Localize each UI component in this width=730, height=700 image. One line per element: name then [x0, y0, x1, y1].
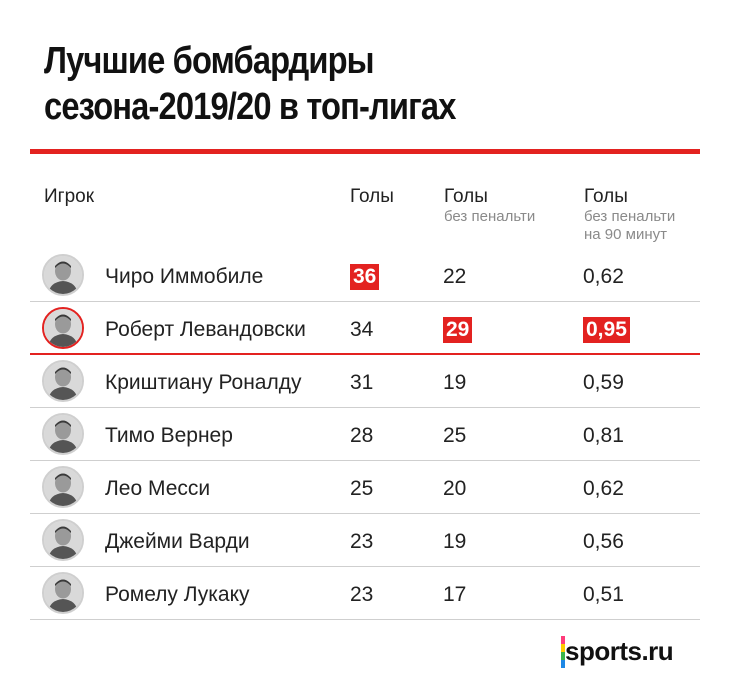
header-np-goals-label: Голы: [444, 186, 488, 207]
np90-cell: 0,81: [583, 423, 624, 449]
player-name: Чиро Иммобиле: [105, 264, 263, 290]
sports-ru-logo: sports.ru: [565, 636, 674, 666]
player-name-value: Криштиану Роналду: [105, 371, 302, 394]
goals-cell: 34: [350, 317, 373, 343]
np90-cell-value: 0,51: [583, 583, 624, 606]
goals-cell-value: 31: [350, 371, 374, 394]
player-name: Роберт Левандовски: [105, 317, 306, 343]
np-goals-cell-value: 25: [443, 424, 467, 447]
logo-bar-segment-3: [561, 652, 565, 660]
np-goals-cell: 22: [443, 264, 466, 290]
logo-bar-segment-2: [561, 644, 565, 652]
np-goals-cell: 25: [443, 423, 466, 449]
goals-cell-value: 36: [350, 264, 380, 290]
np90-cell-value: 0,95: [583, 317, 630, 343]
logo-mark: [561, 636, 565, 668]
np-goals-cell-value: 20: [443, 477, 467, 500]
np-goals-cell-value: 19: [443, 530, 467, 553]
goals-cell: 23: [350, 582, 373, 608]
player-photo-icon: [42, 360, 84, 402]
np90-cell: 0,95: [583, 317, 630, 343]
player-photo-icon: [42, 254, 84, 296]
row-divider: [30, 513, 700, 514]
goals-cell: 28: [350, 423, 373, 449]
goals-cell: 36: [350, 264, 380, 290]
np-goals-cell-value: 29: [443, 317, 473, 343]
row-divider: [30, 353, 700, 355]
player-name-value: Джейми Варди: [105, 530, 250, 553]
table-row: Чиро Иммобиле 36 22 0,62: [30, 249, 700, 302]
player-name: Тимо Вернер: [105, 423, 233, 449]
player-photo-icon: [42, 307, 84, 349]
goals-cell-value: 28: [350, 424, 374, 447]
np90-cell: 0,51: [583, 582, 624, 608]
np-goals-cell: 19: [443, 370, 466, 396]
logo-bar-segment-4: [561, 660, 565, 668]
np-goals-cell-value: 17: [443, 583, 467, 606]
header-player: Игрок: [44, 186, 95, 207]
np-goals-cell: 17: [443, 582, 466, 608]
np-goals-cell-value: 22: [443, 265, 467, 288]
goals-cell: 25: [350, 476, 373, 502]
np-goals-cell: 29: [443, 317, 473, 343]
np90-cell-value: 0,62: [583, 265, 624, 288]
player-photo-icon: [42, 413, 84, 455]
player-photo-icon: [42, 519, 84, 561]
header-goals: Голы: [350, 186, 394, 207]
header-np90-label: Голы: [584, 186, 628, 207]
goals-cell-value: 34: [350, 318, 374, 341]
row-divider: [30, 460, 700, 461]
header-np90: Голы без пенальти на 90 минут: [584, 186, 675, 244]
table-row: Криштиану Роналду 31 19 0,59: [30, 355, 700, 408]
goals-cell-value: 25: [350, 477, 374, 500]
row-divider: [30, 407, 700, 408]
player-name: Криштиану Роналду: [105, 370, 302, 396]
player-name-value: Чиро Иммобиле: [105, 265, 264, 288]
player-name: Лео Месси: [105, 476, 210, 502]
header-np90-sub2: на 90 минут: [584, 226, 667, 243]
player-name: Ромелу Лукаку: [105, 582, 250, 608]
goals-cell: 31: [350, 370, 373, 396]
np-goals-cell: 19: [443, 529, 466, 555]
row-divider: [30, 301, 700, 302]
title-line-1: Лучшие бомбардиры: [44, 40, 375, 82]
player-name-value: Тимо Вернер: [105, 424, 233, 447]
player-photo-icon: [42, 572, 84, 614]
np90-cell: 0,59: [583, 370, 624, 396]
np90-cell-value: 0,59: [583, 371, 624, 394]
np90-cell: 0,62: [583, 476, 624, 502]
player-name-value: Роберт Левандовски: [105, 318, 306, 341]
player-name: Джейми Варди: [105, 529, 250, 555]
np90-cell-value: 0,62: [583, 477, 624, 500]
goals-cell-value: 23: [350, 583, 374, 606]
np90-cell-value: 0,56: [583, 530, 624, 553]
np90-cell: 0,56: [583, 529, 624, 555]
table-row: Лео Месси 25 20 0,62: [30, 461, 700, 514]
player-photo-icon: [42, 466, 84, 508]
title-line-2: сезона-2019/20 в топ-лигах: [44, 86, 456, 128]
row-divider: [30, 566, 700, 567]
np-goals-cell: 20: [443, 476, 466, 502]
goals-cell: 23: [350, 529, 373, 555]
logo-bar-segment-1: [561, 636, 565, 644]
table-row: Тимо Вернер 28 25 0,81: [30, 408, 700, 461]
header-np90-sub1: без пенальти: [584, 208, 676, 225]
header-np-goals-sub: без пенальти: [444, 208, 536, 225]
np90-cell-value: 0,81: [583, 424, 624, 447]
table-row: Джейми Варди 23 19 0,56: [30, 514, 700, 567]
title-divider: [30, 149, 700, 154]
goals-cell-value: 23: [350, 530, 374, 553]
chart-title: Лучшие бомбардиры сезона-2019/20 в топ-л…: [44, 38, 456, 130]
np90-cell: 0,62: [583, 264, 624, 290]
player-name-value: Лео Месси: [105, 477, 211, 500]
table-row: Ромелу Лукаку 23 17 0,51: [30, 567, 700, 620]
np-goals-cell-value: 19: [443, 371, 467, 394]
player-name-value: Ромелу Лукаку: [105, 583, 250, 606]
header-np-goals: Голы без пенальти: [444, 186, 535, 226]
row-divider: [30, 619, 700, 620]
table-row: Роберт Левандовски 34 29 0,95: [30, 302, 700, 355]
